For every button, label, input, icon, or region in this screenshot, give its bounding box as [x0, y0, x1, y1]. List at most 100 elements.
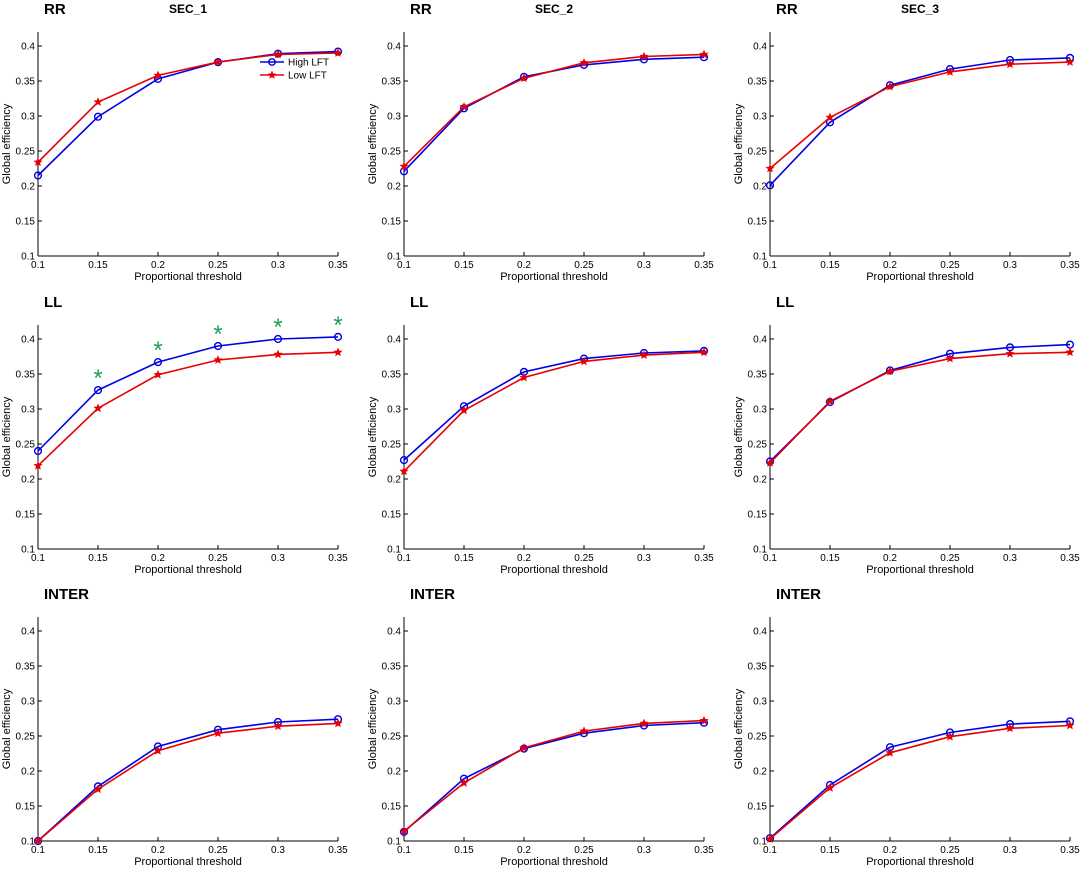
legend-label: High LFT — [288, 58, 329, 69]
x-tick-label: 0.3 — [1003, 845, 1017, 856]
data-point-low-lft — [885, 748, 895, 757]
y-tick-label: 0.4 — [387, 627, 401, 638]
y-axis-label: Global efficiency — [1, 396, 13, 477]
y-tick-label: 0.1 — [753, 545, 767, 556]
data-point-low-lft — [699, 347, 709, 357]
y-tick-label: 0.35 — [748, 77, 768, 88]
y-tick-label: 0.35 — [16, 662, 36, 673]
series-line-low-lft — [37, 52, 339, 163]
x-tick-label: 0.35 — [1060, 553, 1080, 564]
x-tick-label: 0.3 — [1003, 553, 1017, 564]
y-tick-label: 0.1 — [753, 837, 767, 848]
y-tick-label: 0.25 — [382, 440, 402, 451]
x-axis-label: Proportional threshold — [866, 564, 974, 576]
data-point-high-lft — [93, 112, 103, 121]
data-point-high-lft — [213, 341, 223, 351]
data-point-low-lft — [699, 715, 709, 725]
x-tick-label: 0.2 — [517, 845, 531, 856]
x-tick-label: 0.25 — [208, 845, 228, 856]
x-tick-label: 0.15 — [820, 845, 840, 856]
x-tick-label: 0.15 — [88, 845, 108, 856]
x-tick-label: 0.2 — [151, 845, 165, 856]
x-tick-label: 0.2 — [883, 553, 897, 564]
row-label: RR — [776, 1, 798, 18]
data-point-low-lft — [333, 718, 343, 728]
x-axis-label: Proportional threshold — [500, 271, 608, 283]
x-tick-label: 0.15 — [454, 845, 474, 856]
y-tick-label: 0.4 — [753, 335, 767, 346]
y-tick-label: 0.25 — [748, 147, 768, 158]
x-axis-label: Proportional threshold — [134, 271, 242, 283]
data-point-low-lft — [885, 81, 895, 91]
x-tick-label: 0.2 — [517, 260, 531, 271]
significance-marker: * — [333, 312, 342, 339]
data-point-high-lft — [33, 171, 43, 180]
x-axis-label: Proportional threshold — [500, 564, 608, 576]
series-line-high-lft — [403, 56, 705, 172]
y-tick-label: 0.2 — [387, 767, 401, 778]
y-tick-label: 0.2 — [21, 475, 35, 486]
data-point-low-lft — [213, 355, 223, 364]
x-tick-label: 0.15 — [88, 553, 108, 564]
x-axis-label: Proportional threshold — [134, 856, 242, 868]
subplot-title: SEC_1 — [169, 2, 207, 16]
data-point-high-lft — [273, 334, 283, 344]
y-tick-label: 0.25 — [16, 147, 36, 158]
legend-label: Low LFT — [288, 71, 327, 82]
row-label: RR — [44, 1, 66, 18]
data-point-high-lft — [153, 358, 163, 367]
y-tick-label: 0.15 — [748, 510, 768, 521]
y-tick-label: 0.25 — [748, 440, 768, 451]
data-point-low-lft — [639, 350, 649, 359]
series-line-low-lft — [403, 719, 705, 832]
series-line-high-lft — [769, 343, 1071, 463]
x-tick-label: 0.35 — [1060, 260, 1080, 271]
x-tick-label: 0.25 — [208, 553, 228, 564]
data-point-low-lft — [945, 353, 955, 363]
y-tick-label: 0.1 — [21, 545, 35, 556]
y-tick-label: 0.25 — [16, 732, 36, 743]
data-point-low-lft — [639, 718, 649, 728]
x-tick-label: 0.3 — [271, 260, 285, 271]
y-tick-label: 0.15 — [748, 217, 768, 228]
data-point-low-lft — [579, 726, 589, 735]
data-point-low-lft — [825, 783, 835, 792]
y-tick-label: 0.3 — [753, 697, 767, 708]
x-tick-label: 0.25 — [208, 260, 228, 271]
y-tick-label: 0.25 — [748, 732, 768, 743]
x-axis-label: Proportional threshold — [866, 271, 974, 283]
y-tick-label: 0.25 — [382, 732, 402, 743]
y-tick-label: 0.3 — [753, 112, 767, 123]
data-point-low-lft — [93, 403, 103, 413]
y-tick-label: 0.1 — [21, 252, 35, 263]
y-axis-label: Global efficiency — [733, 688, 745, 769]
x-tick-label: 0.3 — [1003, 260, 1017, 271]
data-point-low-lft — [1065, 347, 1075, 357]
y-tick-label: 0.25 — [16, 440, 36, 451]
x-tick-label: 0.1 — [31, 845, 45, 856]
significance-marker: * — [153, 337, 162, 364]
subplot-title: SEC_3 — [901, 2, 939, 16]
data-point-low-lft — [33, 836, 43, 845]
y-tick-label: 0.2 — [753, 182, 767, 193]
data-point-low-lft — [825, 396, 835, 406]
x-tick-label: 0.25 — [940, 553, 960, 564]
row-label: LL — [776, 294, 794, 311]
significance-marker: * — [273, 314, 282, 341]
series-line-low-lft — [37, 722, 339, 842]
data-point-low-lft — [459, 102, 469, 111]
y-tick-label: 0.1 — [387, 252, 401, 263]
data-point-low-lft — [33, 460, 43, 470]
y-tick-label: 0.3 — [21, 112, 35, 123]
x-tick-label: 0.1 — [763, 553, 777, 564]
subplot-rr-1: 0.1 0.15 0.2 0.25 0.3 0.35 0.4 0.1 0.15 0.2 0.25 0.… — [1, 1, 348, 283]
data-point-low-lft — [153, 745, 163, 755]
data-point-low-lft — [1005, 723, 1015, 733]
x-tick-label: 0.1 — [31, 553, 45, 564]
x-tick-label: 0.2 — [151, 260, 165, 271]
y-tick-label: 0.35 — [16, 370, 36, 381]
x-tick-label: 0.35 — [694, 845, 714, 856]
y-tick-label: 0.4 — [21, 335, 35, 346]
data-point-low-lft — [153, 70, 163, 80]
